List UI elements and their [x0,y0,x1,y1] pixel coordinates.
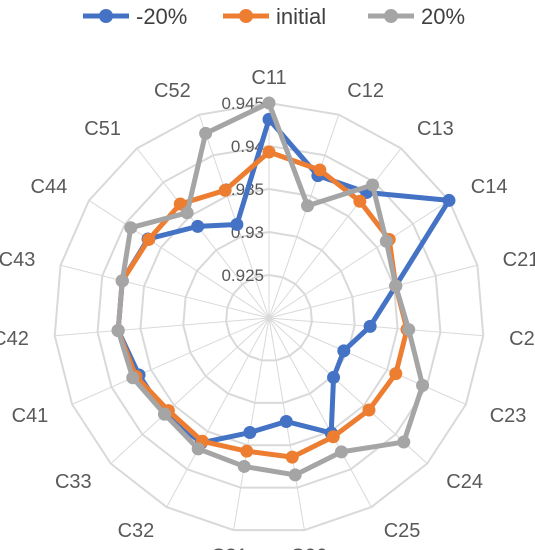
data-point-C22 [363,319,377,333]
data-point-C13 [353,194,367,208]
legend-label: -20% [136,4,187,29]
spoke-C43 [60,264,270,319]
data-point-C43 [115,274,129,288]
category-labels: C11 C12 C13 C14 C21 C22 C23 C24 C25 C26 C31 C32 C33 C… [0,67,535,550]
category-label: C44 [31,176,68,198]
category-label: C43 [0,249,35,271]
data-point-C13 [366,178,380,192]
data-point-C14 [379,234,393,248]
category-label: C23 [490,405,527,427]
category-label: C52 [154,80,191,102]
data-point-C24 [362,403,376,417]
data-point-C24 [327,370,341,384]
data-point-C25 [326,430,340,444]
data-point-C51 [191,219,205,233]
series-group [111,96,456,482]
series-line [115,149,410,460]
data-point-C33 [158,407,172,421]
category-label: C14 [471,176,508,198]
data-point-C31 [243,426,257,440]
category-label: C12 [347,80,384,102]
category-label: C42 [0,328,29,350]
category-label: C13 [417,118,454,140]
category-label: C41 [12,405,49,427]
data-point-C11 [262,96,276,110]
legend-marker [239,9,253,23]
spoke-C44 [88,199,270,319]
category-label: C11 [251,67,286,89]
spoke-C52 [198,114,270,319]
data-point-C52 [218,183,232,197]
data-point-C51 [180,206,194,220]
category-label: C51 [84,118,121,140]
legend-label: 20% [421,4,465,29]
spoke-C32 [166,317,270,508]
data-point-C32 [191,442,205,456]
data-point-C44 [124,221,138,235]
series-2 [111,96,430,482]
data-point-C51 [173,197,187,211]
grid-ring-2 [182,230,356,404]
legend-marker [384,9,398,23]
spoke-C13 [268,148,402,319]
category-label: C32 [118,520,155,542]
data-point-C25 [334,445,348,459]
data-point-C52 [199,126,213,140]
data-point-C21 [389,279,403,293]
category-label: C21 [503,249,535,271]
legend-label: initial [276,4,326,29]
legend: -20% initial 20% [83,4,465,29]
data-point-C12 [313,163,327,177]
category-label: C25 [384,520,421,542]
legend-item-1: initial [223,4,326,29]
tick-label: 0.94 [231,137,264,156]
spoke-C12 [268,114,340,319]
data-point-C23 [416,378,430,392]
series-line [115,100,426,478]
data-point-C41 [126,371,140,385]
data-point-C31 [237,459,251,473]
category-label: C22 [509,328,535,350]
spoke-C21 [268,264,478,319]
data-point-C11 [262,145,276,159]
spoke-C25 [268,317,372,508]
data-point-C26 [285,450,299,464]
data-point-C44 [142,232,156,246]
spoke-C33 [110,317,270,464]
radar-grid [53,101,485,532]
grid-ring-4 [96,144,442,489]
spoke-C42 [54,317,270,337]
category-label: C24 [446,471,483,493]
category-label: C26 [290,546,327,550]
legend-item-2: 20% [368,4,465,29]
data-point-C26 [279,414,293,428]
category-label: C33 [55,471,92,493]
legend-marker [99,9,113,23]
grid-ring-5 [53,101,485,532]
data-point-C42 [111,324,125,337]
data-point-C14 [442,193,456,207]
data-point-C12 [301,199,315,213]
data-point-C23 [389,367,403,381]
spoke-C41 [71,317,270,405]
data-point-C24 [397,435,411,449]
grid-ring-1 [225,273,313,362]
data-point-C23 [337,344,351,358]
tick-label: 0.925 [221,266,264,285]
category-label: C31 [211,546,248,550]
data-point-C31 [240,444,254,458]
data-point-C26 [288,468,302,482]
spoke-C31 [233,317,270,531]
spoke-C23 [268,317,467,405]
data-point-C52 [230,217,244,231]
series-0 [111,112,456,450]
data-point-C22 [402,323,416,337]
grid-ring-3 [139,187,399,447]
legend-item-0: -20% [83,4,187,29]
spoke-C14 [268,199,450,319]
spoke-C51 [136,148,270,319]
